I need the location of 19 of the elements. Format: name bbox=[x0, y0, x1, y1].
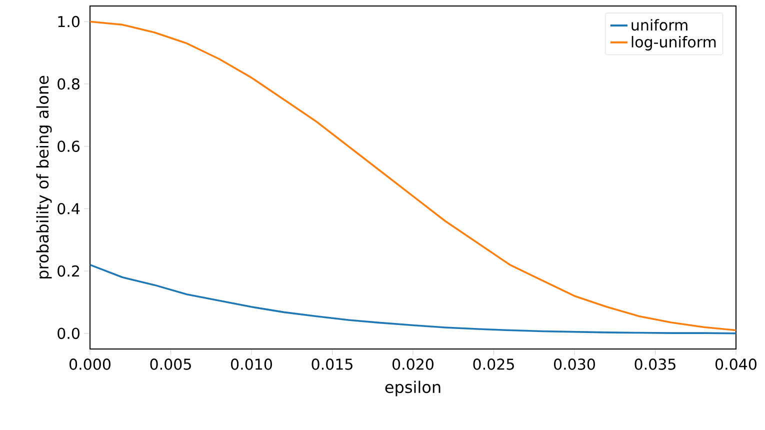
y-tick-label: 0.0 bbox=[58, 328, 80, 340]
x-axis-title: epsilon bbox=[385, 380, 440, 396]
x-tick-label: 0.040 bbox=[716, 358, 756, 370]
legend-label: uniform bbox=[632, 19, 688, 31]
x-tick-label: 0.005 bbox=[150, 358, 191, 370]
x-tick-label: 0.020 bbox=[392, 358, 434, 370]
x-tick-label: 0.010 bbox=[231, 358, 272, 370]
x-tick-label: 0.035 bbox=[634, 358, 676, 370]
y-tick-label: 0.8 bbox=[58, 78, 80, 90]
x-tick-label: 0.015 bbox=[312, 358, 352, 370]
legend-label: log-uniform bbox=[632, 36, 716, 50]
y-tick-label: 0.6 bbox=[58, 140, 80, 152]
y-axis-title: probability of being alone bbox=[36, 76, 52, 278]
y-tick-label: 0.4 bbox=[58, 202, 80, 214]
x-tick-label: 0.000 bbox=[70, 358, 110, 370]
x-tick-label: 0.025 bbox=[473, 358, 514, 370]
x-tick-label: 0.030 bbox=[554, 358, 595, 370]
y-tick-label: 0.2 bbox=[58, 265, 79, 277]
y-tick-label: 1.0 bbox=[58, 16, 80, 28]
